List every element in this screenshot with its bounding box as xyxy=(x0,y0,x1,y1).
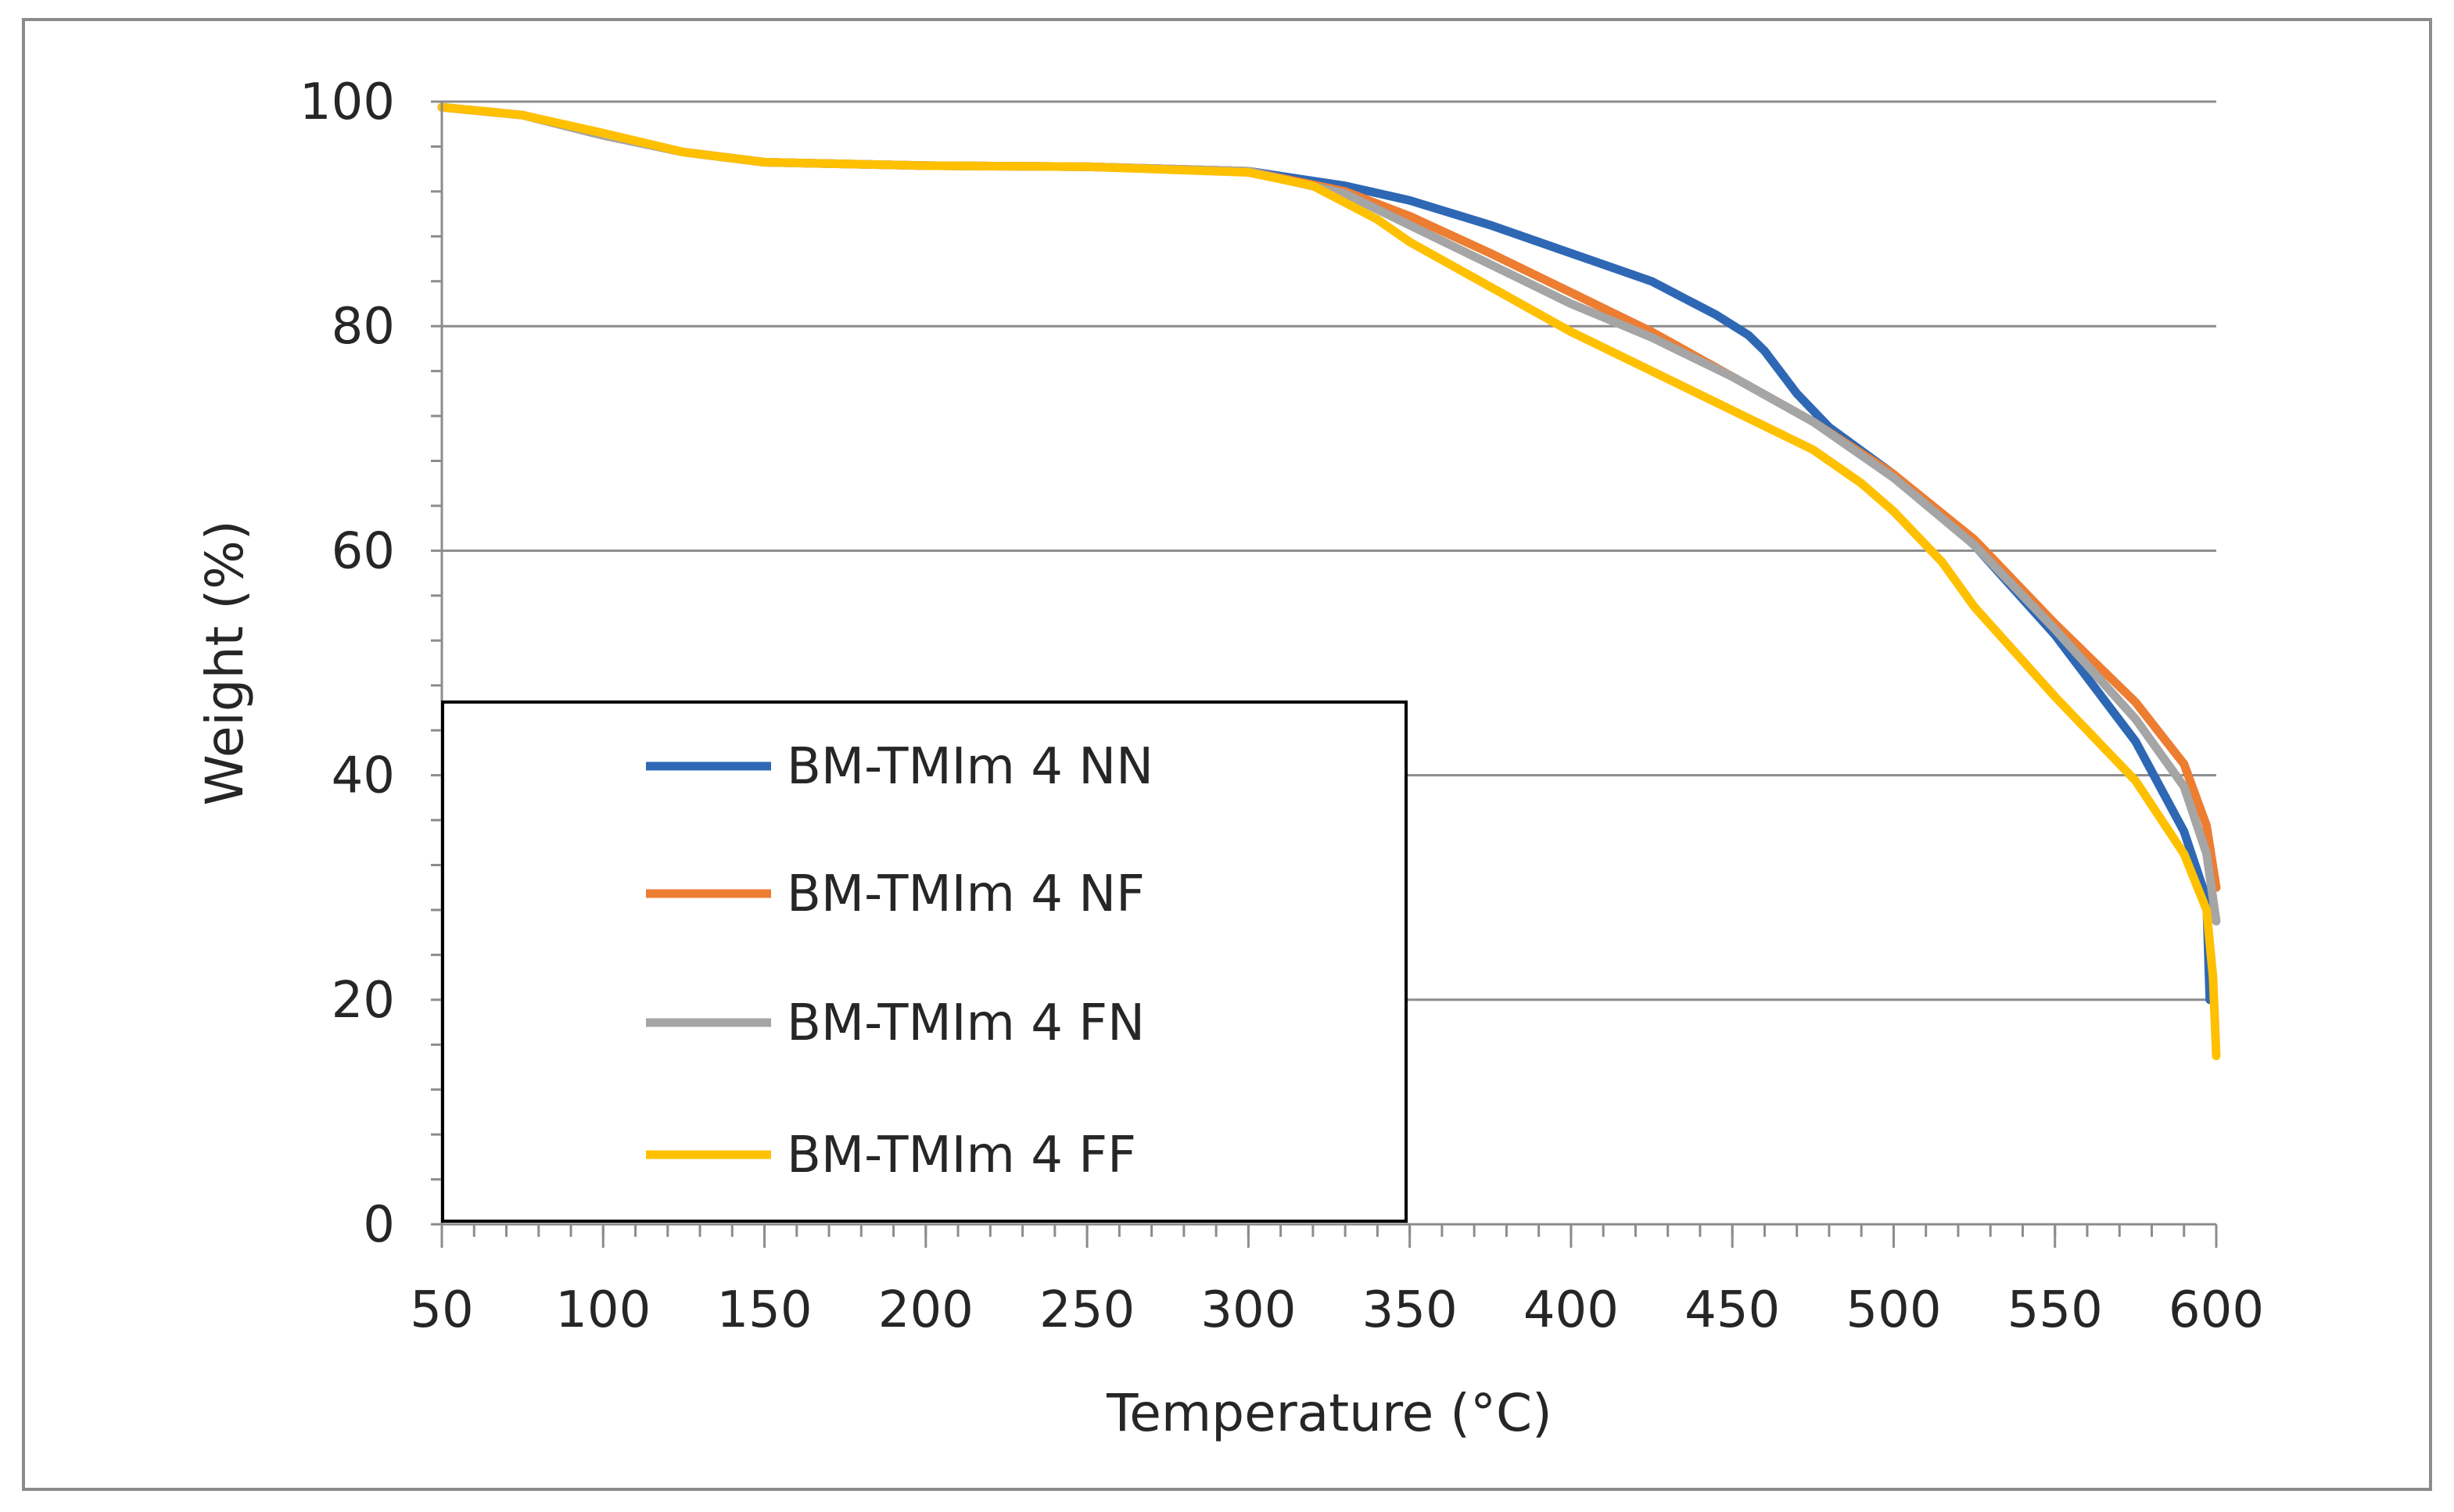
y-tick-label-40: 40 xyxy=(332,747,395,805)
x-tick-label-500: 500 xyxy=(1846,1281,1941,1339)
x-tick-label-250: 250 xyxy=(1039,1281,1135,1339)
y-tick-labels: 0 20 40 60 80 100 xyxy=(300,73,395,1254)
legend-label-4: BM-TMIm 4 FF xyxy=(787,1127,1136,1184)
series-layer xyxy=(437,102,2221,1061)
x-tick-label-550: 550 xyxy=(2007,1281,2103,1339)
x-tick-label-300: 300 xyxy=(1200,1281,1296,1339)
legend-label-1: BM-TMIm 4 NN xyxy=(787,738,1153,796)
y-tick-label-100: 100 xyxy=(300,73,395,131)
y-axis-title: Weight (%) xyxy=(195,520,255,805)
x-tick-label-100: 100 xyxy=(555,1281,651,1339)
x-tick-label-600: 600 xyxy=(2169,1281,2264,1339)
x-tick-label-450: 450 xyxy=(1684,1281,1780,1339)
y-tick-label-20: 20 xyxy=(332,972,395,1030)
x-tick-labels: 50 100 150 200 250 300 350 400 450 500 550 600 xyxy=(410,1281,2264,1339)
series-line-4 xyxy=(437,102,2221,1061)
legend: BM-TMIm 4 NN BM-TMIm 4 NF BM-TMIm 4 FN BM-T… xyxy=(441,700,1408,1223)
minor-ticks xyxy=(431,100,2218,1237)
legend-label-2: BM-TMIm 4 NF xyxy=(787,865,1145,923)
y-tick-label-60: 60 xyxy=(332,522,395,580)
x-tick-label-200: 200 xyxy=(878,1281,974,1339)
y-tick-label-80: 80 xyxy=(332,298,395,356)
x-axis-title: Temperature (°C) xyxy=(1106,1383,1552,1443)
legend-box xyxy=(441,700,1408,1223)
legend-label-3: BM-TMIm 4 FN xyxy=(787,994,1145,1052)
x-tick-label-400: 400 xyxy=(1523,1281,1619,1339)
y-tick-label-0: 0 xyxy=(363,1196,395,1254)
x-tick-label-150: 150 xyxy=(716,1281,812,1339)
x-tick-label-350: 350 xyxy=(1362,1281,1458,1339)
x-tick-label-50: 50 xyxy=(410,1281,473,1339)
